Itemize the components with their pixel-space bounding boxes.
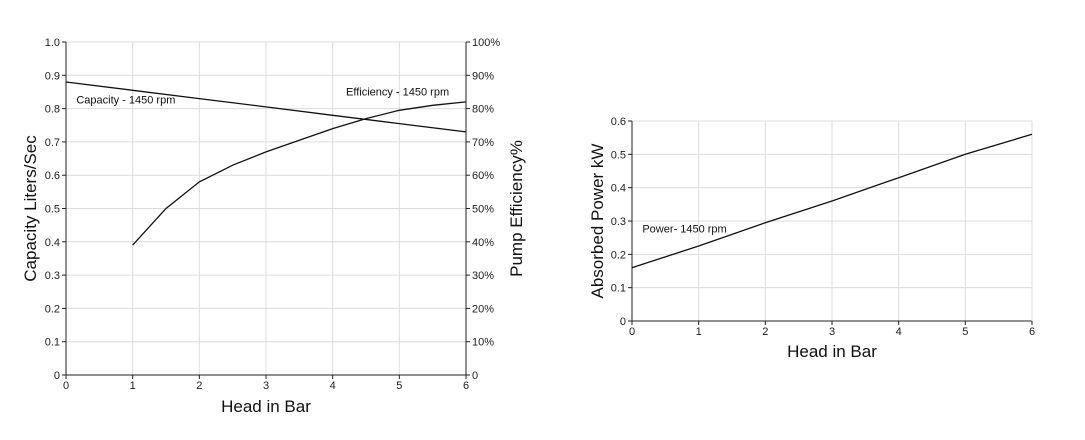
chart2-x-tick-label: 0	[629, 326, 635, 338]
chart1-x-tick-label: 2	[196, 380, 202, 392]
chart2-series-label-0: Power- 1450 rpm	[642, 224, 726, 236]
chart2-y-tick-label: 0.5	[611, 149, 626, 161]
chart1-y2-tick-label: 100%	[472, 37, 500, 49]
chart1-y-tick-label: 0	[54, 370, 60, 382]
chart2-x-tick-label: 3	[829, 326, 835, 338]
chart1-y2-tick-label: 50%	[472, 204, 494, 216]
chart2-x-axis-title: Head in Bar	[787, 342, 877, 361]
chart1-x-tick-label: 0	[63, 380, 69, 392]
chart1-y2-tick-label: 40%	[472, 237, 494, 249]
chart1-y-tick-label: 0.3	[45, 270, 60, 282]
chart2-y-tick-label: 0.4	[611, 183, 626, 195]
chart1-y2-tick-label: 90%	[472, 70, 494, 82]
chart1-x-tick-label: 5	[396, 380, 402, 392]
chart2-y-tick-label: 0.3	[611, 216, 626, 228]
chart1-x-axis-title: Head in Bar	[221, 397, 311, 416]
chart2-y-tick-label: 0.2	[611, 249, 626, 261]
chart1-y2-axis-title: Pump Efficiency%	[507, 140, 526, 277]
chart2-y-tick-label: 0.1	[611, 283, 626, 295]
chart2-y-tick-label: 0.6	[611, 116, 626, 128]
chart1-series-line-1	[132, 101, 467, 246]
chart1-y-tick-label: 0.2	[45, 303, 60, 315]
chart1-x-tick-label: 1	[130, 380, 136, 392]
chart2-x-tick-label: 5	[962, 326, 968, 338]
chart1-y-tick-label: 0.7	[45, 137, 60, 149]
chart1-y2-tick-label: 20%	[472, 303, 494, 315]
chart2-y-axis-title: Absorbed Power kW	[588, 144, 607, 299]
chart2-x-tick-label: 4	[896, 326, 902, 338]
chart1-y-tick-label: 0.1	[45, 337, 60, 349]
chart1-x-tick-label: 3	[263, 380, 269, 392]
chart1-x-tick-label: 6	[463, 380, 469, 392]
chart1-x-tick-label: 4	[330, 380, 336, 392]
chart2-series-line-0	[631, 133, 1033, 269]
chart1-y2-tick-label: 10%	[472, 337, 494, 349]
chart2-x-tick-label: 6	[1029, 326, 1035, 338]
chart1-series-label-1: Efficiency - 1450 rpm	[346, 86, 449, 98]
chart1-y2-tick-label: 30%	[472, 270, 494, 282]
chart1-y-tick-label: 0.6	[45, 170, 60, 182]
chart1-y2-tick-label: 0	[472, 370, 478, 382]
chart1-y-tick-label: 0.8	[45, 104, 60, 116]
chart1-series-label-0: Capacity - 1450 rpm	[76, 95, 175, 107]
chart1-y2-tick-label: 60%	[472, 170, 494, 182]
chart2-y-tick-label: 0	[620, 316, 626, 328]
chart1-y2-tick-label: 80%	[472, 104, 494, 116]
chart1-y-tick-label: 0.5	[45, 204, 60, 216]
chart1-y-axis-title: Capacity Liters/Sec	[21, 135, 40, 282]
chart2-x-tick-label: 1	[696, 326, 702, 338]
chart1-y2-tick-label: 70%	[472, 137, 494, 149]
chart1-series-line-0	[65, 81, 467, 133]
chart2-x-tick-label: 2	[762, 326, 768, 338]
chart1-y-tick-label: 1.0	[45, 37, 60, 49]
chart1-y-tick-label: 0.9	[45, 70, 60, 82]
chart1-y-tick-label: 0.4	[45, 237, 60, 249]
